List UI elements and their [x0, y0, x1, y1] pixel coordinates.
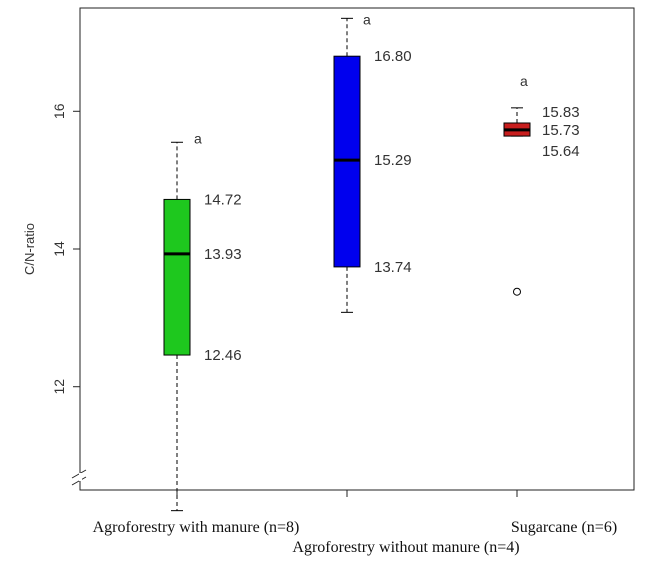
significance-letter: a: [194, 130, 202, 146]
x-category-label: Sugarcane (n=6): [511, 519, 617, 536]
x-category-label: Agroforestry with manure (n=8): [93, 519, 300, 536]
median-value-label: 13.93: [204, 246, 242, 263]
y-tick-label: 14: [51, 241, 67, 257]
q1-value-label: 12.46: [204, 347, 242, 364]
outlier-point: [513, 287, 521, 296]
q1-value-label: 15.64: [542, 143, 580, 160]
significance-letter: a: [520, 73, 528, 89]
q3-value-label: 15.83: [542, 104, 580, 121]
q1-value-label: 13.74: [374, 259, 412, 276]
x-axis: Agroforestry with manure (n=8) Agroforest…: [93, 490, 617, 556]
y-tick-label: 16: [51, 103, 67, 119]
box-group: 16.80 15.29 13.74 a: [333, 11, 412, 313]
median-value-label: 15.73: [542, 122, 580, 139]
q3-value-label: 16.80: [374, 48, 412, 65]
boxes: 14.7213.9312.46a16.8015.2913.74a15.8315.…: [163, 11, 580, 512]
box-group: 14.72 13.93 12.46 a: [163, 130, 242, 512]
x-category-label: Agroforestry without manure (n=4): [292, 539, 519, 556]
axis-break-gap: [79, 473, 82, 481]
median-value-label: 15.29: [374, 152, 412, 169]
box-iqr: [163, 198, 191, 356]
y-axis: 12 14 16: [51, 103, 87, 486]
y-tick-label: 12: [51, 379, 67, 395]
significance-letter: a: [363, 11, 371, 27]
y-axis-title: C/N-ratio: [22, 223, 37, 275]
q3-value-label: 14.72: [204, 191, 242, 208]
